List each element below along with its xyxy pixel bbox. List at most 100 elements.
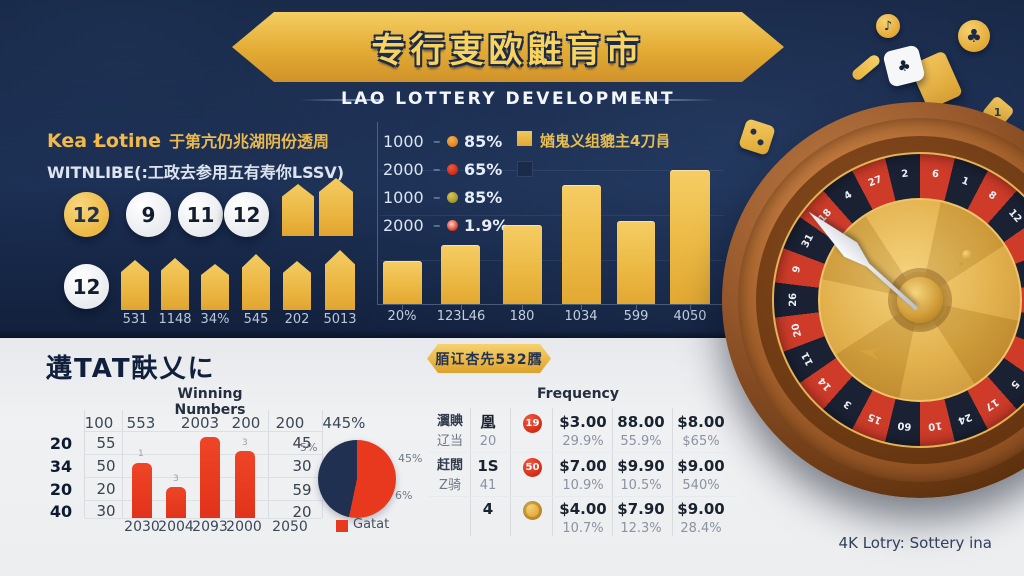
lottery-ball: 12 — [64, 264, 109, 309]
amount: $3.00 — [559, 413, 607, 431]
num-top: 4 — [482, 500, 494, 518]
x-axis-label: 180 — [509, 309, 535, 324]
freq-row-number: 1S 41 — [468, 456, 508, 496]
x-axis-label: 2093 — [192, 519, 228, 535]
amount: 88.00 — [617, 413, 665, 431]
wheel-number: 60 — [897, 419, 913, 432]
winning-numbers-title: Winning Numbers — [174, 386, 246, 418]
grid-line — [122, 410, 123, 518]
coin-badge-icon — [523, 501, 542, 520]
table-cell: 20 — [96, 480, 116, 498]
legend-dot-icon — [447, 192, 458, 203]
x-tick — [581, 305, 582, 310]
bar-annotation: 3 — [242, 438, 248, 448]
table-header-cell: 553 — [126, 414, 156, 432]
amount: $9.90 — [617, 457, 665, 475]
wheel-number: 20 — [790, 322, 805, 339]
ticket-label: 531 — [122, 312, 148, 327]
bar — [383, 261, 422, 304]
x-axis-label: 2050 — [272, 519, 308, 535]
legend-percent: 85% — [464, 188, 503, 207]
num-bottom: 41 — [479, 478, 497, 493]
wheel-number: 24 — [956, 410, 974, 426]
x-tick — [522, 305, 523, 310]
table-cell: 45 — [292, 434, 312, 452]
grid-line — [380, 215, 724, 216]
legend-dash: – — [433, 188, 441, 206]
column-separator — [672, 408, 673, 536]
pie-label: 5% — [300, 441, 318, 454]
frequency-ribbon: 脜讧杏先532膤 — [427, 344, 551, 373]
freq-row-label: 瀷賟 辽当 — [425, 412, 475, 452]
x-axis-label: 599 — [623, 309, 649, 324]
table-header-cell: 2003 — [180, 414, 220, 432]
table-cell: 34 — [49, 457, 73, 476]
music-note-coin-icon: ♪ — [876, 14, 900, 38]
lottery-ball: 12 — [224, 192, 269, 237]
wheel-number: 10 — [927, 419, 943, 432]
amount: $9.00 — [677, 500, 725, 518]
axis-tick-label: 2000 — [383, 160, 424, 179]
lottery-ball: 9 — [126, 192, 171, 237]
x-axis — [377, 304, 725, 305]
intro-line-1: Kea Łotine 于第亢仍兆湖阴份透周 — [47, 128, 329, 152]
legend-dot-icon — [447, 164, 458, 175]
freq-row-label: 赶閲 Z骑 — [425, 456, 475, 496]
wheel-number: 2 — [900, 168, 910, 181]
club-coin-icon: ♣ — [958, 20, 990, 52]
brand-name: Kea Łotine — [47, 130, 161, 152]
wheel-pin-icon — [962, 250, 972, 260]
legend-dash: – — [433, 132, 441, 150]
bar-annotation: 3 — [173, 474, 179, 484]
x-axis-label: 2004 — [158, 519, 194, 535]
bar — [562, 185, 601, 304]
table-cell: 20 — [49, 480, 73, 499]
freq-cell: $8.00 $65% — [669, 412, 733, 452]
legend-dot-icon — [447, 136, 458, 147]
ticket-shape — [201, 264, 229, 310]
wheel-number: 14 — [816, 374, 834, 393]
label-bottom: 辽当 — [436, 434, 463, 449]
amount: $8.00 — [677, 413, 725, 431]
y-axis — [377, 122, 378, 304]
column-separator — [552, 408, 553, 536]
badge-icon: 19 — [523, 414, 542, 433]
pie-chart — [318, 440, 396, 518]
roulette-wheel: 6181273015342251724106015314112026931184… — [722, 102, 1024, 498]
num-top: 凰 — [480, 413, 496, 431]
grid-line — [268, 410, 269, 518]
legend-series-label: 媨鬼义组貔主4刀肙 — [540, 132, 671, 150]
row-separator — [428, 452, 735, 453]
pie-label: 45% — [398, 452, 423, 465]
axis-tick-label: 1000 — [383, 188, 424, 207]
percent: 28.4% — [680, 521, 722, 536]
table-cell: 30 — [292, 457, 312, 475]
bar — [166, 487, 186, 518]
table-cell: 40 — [49, 502, 73, 521]
percent: 12.3% — [620, 521, 662, 536]
table-cell: 20 — [49, 434, 73, 453]
title-banner: 专行叓欧鼪肓市 — [232, 12, 784, 82]
x-axis-label: 1034 — [564, 309, 598, 324]
wheel-number: 26 — [787, 292, 800, 307]
percent: 10.5% — [620, 478, 662, 493]
ball-number: 9 — [141, 202, 156, 227]
wheel-number: 17 — [982, 395, 1001, 413]
footer-note: 4K Lotry: Sottery ina — [838, 534, 992, 552]
table-cell: 30 — [96, 502, 116, 520]
badge-value: 50 — [525, 462, 540, 473]
freq-row-number: 4 — [468, 499, 508, 519]
legend-series-swatch — [517, 131, 532, 146]
percent: 540% — [682, 478, 720, 493]
pie-legend-swatch — [336, 520, 348, 532]
wheel-number: 8 — [986, 189, 998, 203]
x-axis-label: 123L46 — [436, 309, 486, 324]
ticket-shape — [283, 261, 311, 310]
ticket-label: 1148 — [158, 312, 192, 327]
ball-number: 12 — [232, 202, 261, 227]
badge-icon: 50 — [523, 458, 542, 477]
table-cell: 50 — [96, 457, 116, 475]
x-tick — [402, 305, 403, 310]
page-title: 专行叓欧鼪肓市 — [371, 30, 645, 71]
subtitle-line-left — [300, 99, 384, 101]
